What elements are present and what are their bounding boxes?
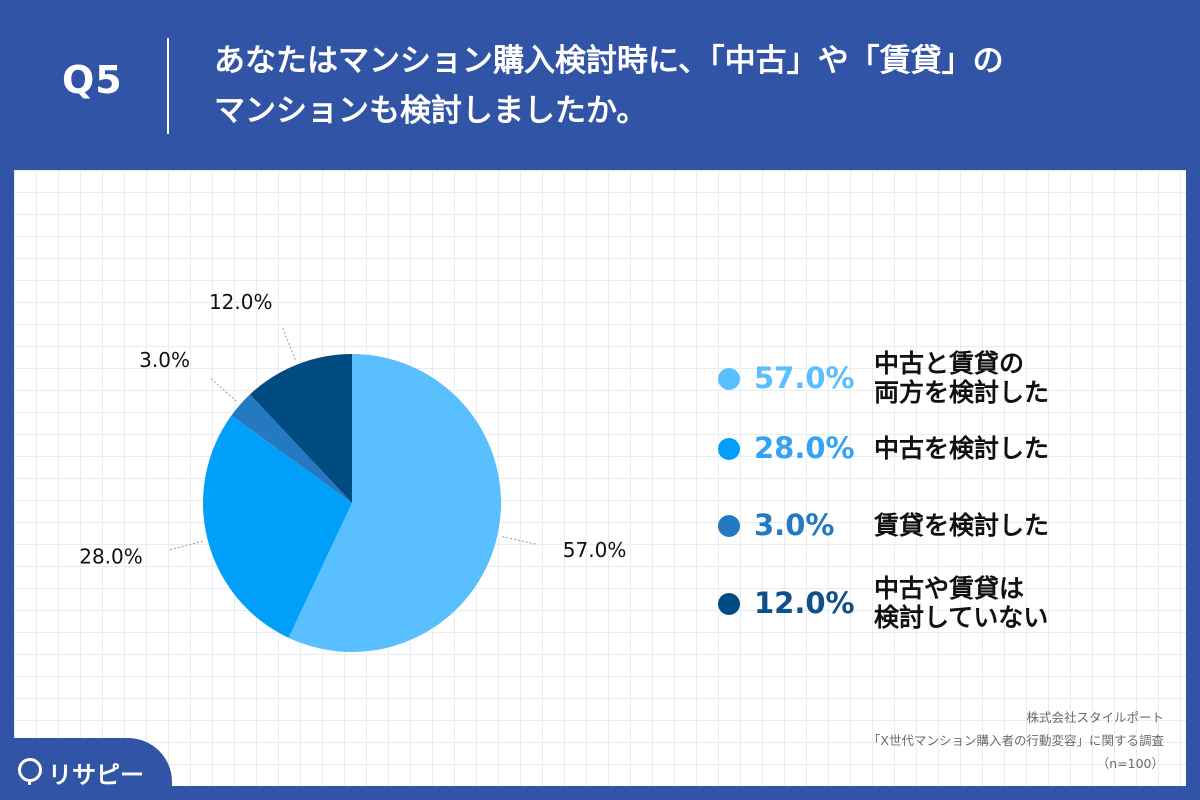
legend-item-both: 57.0% 中古と賃貸の 両方を検討した (714, 342, 1134, 412)
legend-marker-rental (718, 515, 740, 537)
legend-value-none: 12.0% (754, 586, 855, 620)
legend-marker-both (718, 368, 740, 390)
brand-name: リサピー (48, 761, 144, 789)
legend-label-rental-line-1: 賃貸を検討した (874, 511, 1050, 540)
legend-label-both-line-2: 両方を検討した (874, 378, 1050, 407)
legend-item-used: 28.0% 中古を検討した (714, 414, 1134, 484)
legend-label-none-line-2: 検討していない (874, 603, 1049, 632)
legend-label-both: 中古と賃貸の 両方を検討した (874, 349, 1049, 407)
legend-item-rental: 3.0% 賃貸を検討した (714, 491, 1134, 561)
chart-card: 57.0% 28.0% 3.0% 12.0% 57.0% 中古と賃貸の 両方を検討した… (14, 170, 1186, 786)
leader-line-none (281, 326, 296, 360)
legend-label-rental: 賃貸を検討した (874, 511, 1049, 540)
source-note: 株式会社スタイルポート 「X世代マンション購入者の行動変容」に関する調査 （n=… (868, 706, 1164, 775)
pie-chart: 57.0% 28.0% 3.0% 12.0% (79, 290, 627, 652)
leader-line-rental (209, 376, 237, 402)
brand-logo: リサピー (0, 738, 172, 800)
data-label-used: 28.0% (79, 545, 143, 569)
legend-value-rental: 3.0% (754, 508, 835, 542)
pie-slice-both (288, 354, 501, 652)
legend-label-none-line-1: 中古や賃貸は (874, 574, 1025, 603)
source-sample-size: （n=100） (1096, 756, 1164, 771)
leader-line-used (167, 540, 203, 551)
legend-marker-used (718, 438, 740, 460)
legend-label-used-line-1: 中古を検討した (874, 434, 1050, 463)
question-header: Q5 あなたはマンション購入検討時に、「中古」や「賃貸」の マンションも検討しま… (0, 0, 1200, 168)
legend-label-used: 中古を検討した (874, 434, 1049, 463)
question-title-line-1: あなたはマンション購入検討時に、「中古」や「賃貸」の (214, 43, 1004, 79)
legend-item-none: 12.0% 中古や賃貸は 検討していない (714, 567, 1134, 637)
legend-label-both-line-1: 中古と賃貸の (874, 349, 1025, 378)
pie-slice-rental (231, 394, 352, 503)
legend-label-none: 中古や賃貸は 検討していない (874, 574, 1048, 632)
pie-slice-used (203, 415, 352, 638)
source-company: 株式会社スタイルポート (1026, 710, 1164, 725)
question-title: あなたはマンション購入検討時に、「中古」や「賃貸」の マンションも検討しましたか… (214, 36, 1174, 136)
data-label-none: 12.0% (209, 290, 273, 314)
source-survey: 「X世代マンション購入者の行動変容」に関する調査 (867, 733, 1164, 748)
data-label-both: 57.0% (563, 538, 627, 562)
legend-value-used: 28.0% (754, 431, 855, 465)
pin-icon (18, 758, 42, 785)
legend-marker-none (718, 593, 740, 615)
question-title-line-2: マンションも検討しましたか。 (214, 93, 648, 129)
legend-value-both: 57.0% (754, 361, 855, 395)
header-divider (167, 38, 169, 134)
pie-slice-none (250, 354, 352, 503)
data-label-rental: 3.0% (139, 348, 190, 372)
question-number: Q5 (62, 58, 123, 102)
leader-line-both (502, 536, 538, 545)
